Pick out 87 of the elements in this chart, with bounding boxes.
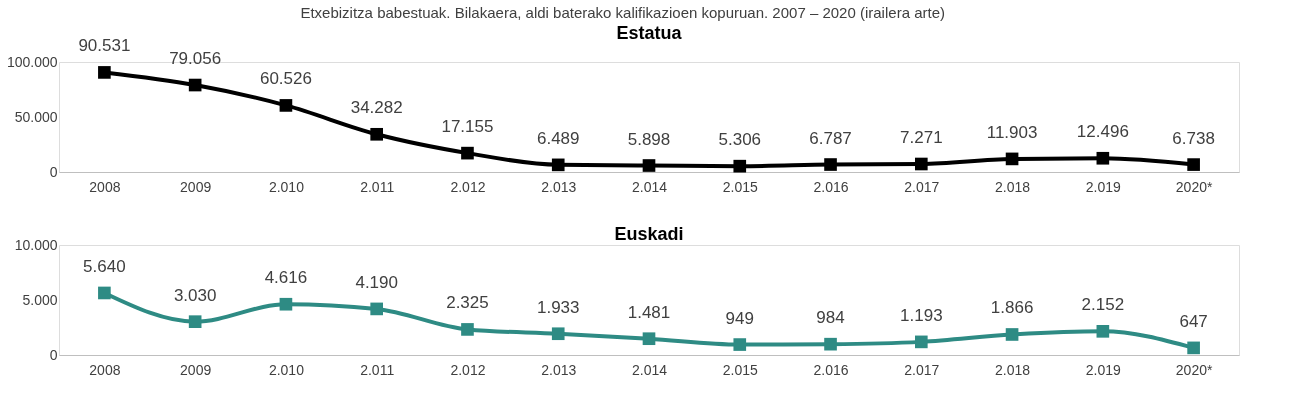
data-label: 7.271	[900, 128, 943, 147]
x-tick-label: 2020*	[1175, 178, 1213, 195]
data-label: 90.531	[78, 36, 131, 56]
point	[824, 158, 837, 171]
data-label: 1.193	[900, 305, 943, 325]
data-label: 12.496	[1076, 122, 1129, 142]
data-label: 1.866	[990, 298, 1034, 318]
x-tick-label: 2.016	[813, 178, 849, 195]
data-label: 5.898	[627, 129, 671, 149]
y-tick-label: 50.000	[14, 108, 58, 125]
data-label: 11.903	[986, 122, 1038, 142]
point	[461, 146, 474, 160]
data-label: 17.155	[441, 117, 494, 137]
chart-title: Euskadi	[614, 224, 684, 244]
x-tick-label: 2.019	[1085, 361, 1122, 378]
data-label: 6.787	[809, 128, 852, 148]
point	[370, 302, 384, 316]
data-label: 1.481	[627, 302, 671, 322]
point	[1005, 328, 1019, 341]
point	[733, 159, 747, 173]
data-label: 984	[816, 308, 845, 328]
point	[1005, 152, 1019, 166]
point	[1096, 325, 1110, 338]
text: Etxebizitza babestuak. Bilakaera, aldi baterako kalifikazioen kopuruan. 2007 – 2020 (irailera arte)	[300, 3, 945, 21]
data-label: 5.640	[83, 256, 126, 276]
x-tick-label: 2.012	[450, 361, 486, 378]
point	[824, 337, 837, 351]
data-label: 2.325	[446, 293, 489, 313]
data-label: 4.616	[264, 268, 308, 288]
x-tick-label: 2.018	[995, 361, 1031, 378]
point	[1187, 158, 1200, 171]
y-tick-label: 10.000	[14, 236, 58, 253]
x-tick-label: 2.014	[631, 361, 668, 378]
chart-title: Estatua	[616, 23, 683, 44]
x-tick-label: 2.015	[722, 361, 758, 378]
x-tick-label: 2.019	[1085, 178, 1122, 195]
point	[370, 127, 384, 141]
point	[188, 315, 202, 328]
x-tick-label: 2009	[180, 361, 212, 378]
x-tick-label: 2.012	[450, 178, 486, 195]
point	[914, 157, 928, 171]
x-tick-label: 2.011	[360, 361, 395, 378]
x-tick-label: 2.013	[541, 361, 577, 378]
x-tick-label: 2.017	[904, 178, 940, 195]
point	[551, 327, 565, 341]
x-tick-label: 2.013	[541, 178, 577, 195]
y-tick-label: 100.000	[6, 53, 58, 70]
point	[279, 99, 293, 112]
data-label: 647	[1179, 311, 1208, 331]
point	[551, 158, 565, 172]
y-tick-label: 0	[49, 163, 58, 180]
data-label: 79.056	[169, 49, 222, 69]
point	[98, 286, 111, 300]
x-tick-label: 2.015	[722, 178, 758, 195]
point	[733, 338, 747, 351]
point	[461, 323, 474, 336]
point	[98, 66, 111, 79]
x-tick-label: 2.011	[360, 178, 395, 195]
x-tick-label: 2020*	[1175, 361, 1213, 378]
point	[642, 159, 656, 172]
x-tick-label: 2.016	[813, 361, 849, 378]
point	[188, 78, 202, 92]
x-tick-label: 2008	[89, 178, 121, 195]
y-tick-label: 0	[49, 346, 58, 363]
data-label: 60.526	[259, 69, 312, 89]
data-label: 1.933	[536, 297, 580, 317]
point	[1096, 151, 1110, 165]
x-tick-label: 2008	[89, 361, 121, 378]
point	[914, 335, 928, 349]
x-tick-label: 2.018	[995, 178, 1031, 195]
data-label: 6.738	[1172, 128, 1215, 148]
data-label: 949	[725, 308, 754, 328]
data-label: 5.306	[718, 130, 762, 150]
point	[279, 297, 293, 311]
x-tick-label: 2.017	[904, 361, 940, 378]
x-tick-label: 2.010	[268, 361, 305, 378]
data-label: 4.190	[355, 272, 398, 292]
data-label: 3.030	[173, 285, 217, 305]
data-label: 34.282	[350, 98, 403, 118]
point	[1187, 341, 1200, 355]
point	[642, 332, 656, 346]
x-tick-label: 2009	[180, 178, 212, 195]
y-tick-label: 5.000	[22, 291, 58, 308]
data-label: 6.489	[536, 128, 580, 148]
data-label: 2.152	[1081, 295, 1125, 315]
x-tick-label: 2.014	[631, 178, 668, 195]
x-tick-label: 2.010	[268, 178, 305, 195]
